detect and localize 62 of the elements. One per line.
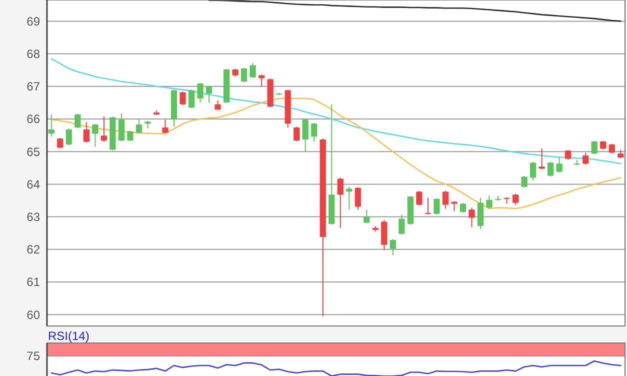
line-series bbox=[50, 58, 622, 164]
candlestick bbox=[512, 193, 519, 206]
y-tick-label: 67 bbox=[26, 80, 40, 94]
candlestick bbox=[206, 85, 212, 104]
y-tick-label: 64 bbox=[26, 177, 40, 192]
candlestick bbox=[434, 198, 440, 216]
candlestick bbox=[398, 214, 405, 235]
y-tick-label: 61 bbox=[26, 275, 40, 290]
candlestick bbox=[354, 186, 361, 210]
candlestick bbox=[188, 89, 195, 109]
candlestick bbox=[416, 190, 422, 206]
candlestick bbox=[390, 238, 396, 256]
candlestick bbox=[530, 162, 536, 181]
candlestick bbox=[582, 152, 589, 166]
candlestick bbox=[57, 137, 64, 149]
candlestick bbox=[381, 220, 388, 251]
candlestick bbox=[424, 197, 432, 216]
candlestick bbox=[136, 119, 142, 134]
candlestick bbox=[477, 197, 484, 230]
candlestick bbox=[197, 82, 204, 104]
candlestick bbox=[250, 62, 256, 78]
candlestick bbox=[504, 196, 510, 204]
candlestick bbox=[118, 112, 125, 142]
y-tick-label: 65 bbox=[26, 144, 40, 159]
candlestick bbox=[460, 202, 466, 214]
candlestick bbox=[100, 116, 107, 142]
candlestick bbox=[48, 114, 54, 138]
candlestick bbox=[556, 156, 562, 173]
chart-title: RSI(14) bbox=[48, 329, 90, 343]
y-tick-label: 62 bbox=[26, 242, 40, 257]
candlestick bbox=[468, 207, 475, 228]
y-tick-label: 63 bbox=[26, 210, 40, 224]
candlestick bbox=[240, 67, 248, 83]
candlestick bbox=[294, 126, 300, 142]
candlestick bbox=[162, 119, 168, 134]
candlestick bbox=[214, 100, 221, 111]
text: 75 bbox=[26, 349, 40, 364]
candlestick bbox=[451, 200, 458, 212]
line-series bbox=[208, 0, 622, 22]
candlestick bbox=[442, 190, 449, 210]
candlestick bbox=[66, 128, 72, 146]
candlestick bbox=[608, 143, 615, 154]
y-tick-label: 69 bbox=[26, 14, 40, 28]
candlestick bbox=[311, 122, 318, 142]
candlestick bbox=[127, 130, 134, 142]
y-tick-label: 60 bbox=[26, 308, 40, 322]
candlestick bbox=[83, 122, 90, 143]
candlestick bbox=[180, 91, 186, 106]
y-tick-label: 66 bbox=[26, 112, 40, 126]
candlestick bbox=[591, 140, 598, 155]
candlestick bbox=[565, 149, 572, 160]
candlestick bbox=[364, 209, 370, 224]
candlestick bbox=[337, 177, 344, 228]
candlestick bbox=[547, 162, 554, 177]
candlestick bbox=[74, 113, 81, 129]
candlestick bbox=[302, 118, 308, 152]
candlestick bbox=[521, 176, 528, 188]
candlestick bbox=[538, 148, 545, 170]
candlestick bbox=[486, 195, 492, 209]
candlestick bbox=[92, 123, 98, 148]
candlestick bbox=[574, 159, 580, 166]
y-tick-label: 68 bbox=[26, 46, 40, 61]
